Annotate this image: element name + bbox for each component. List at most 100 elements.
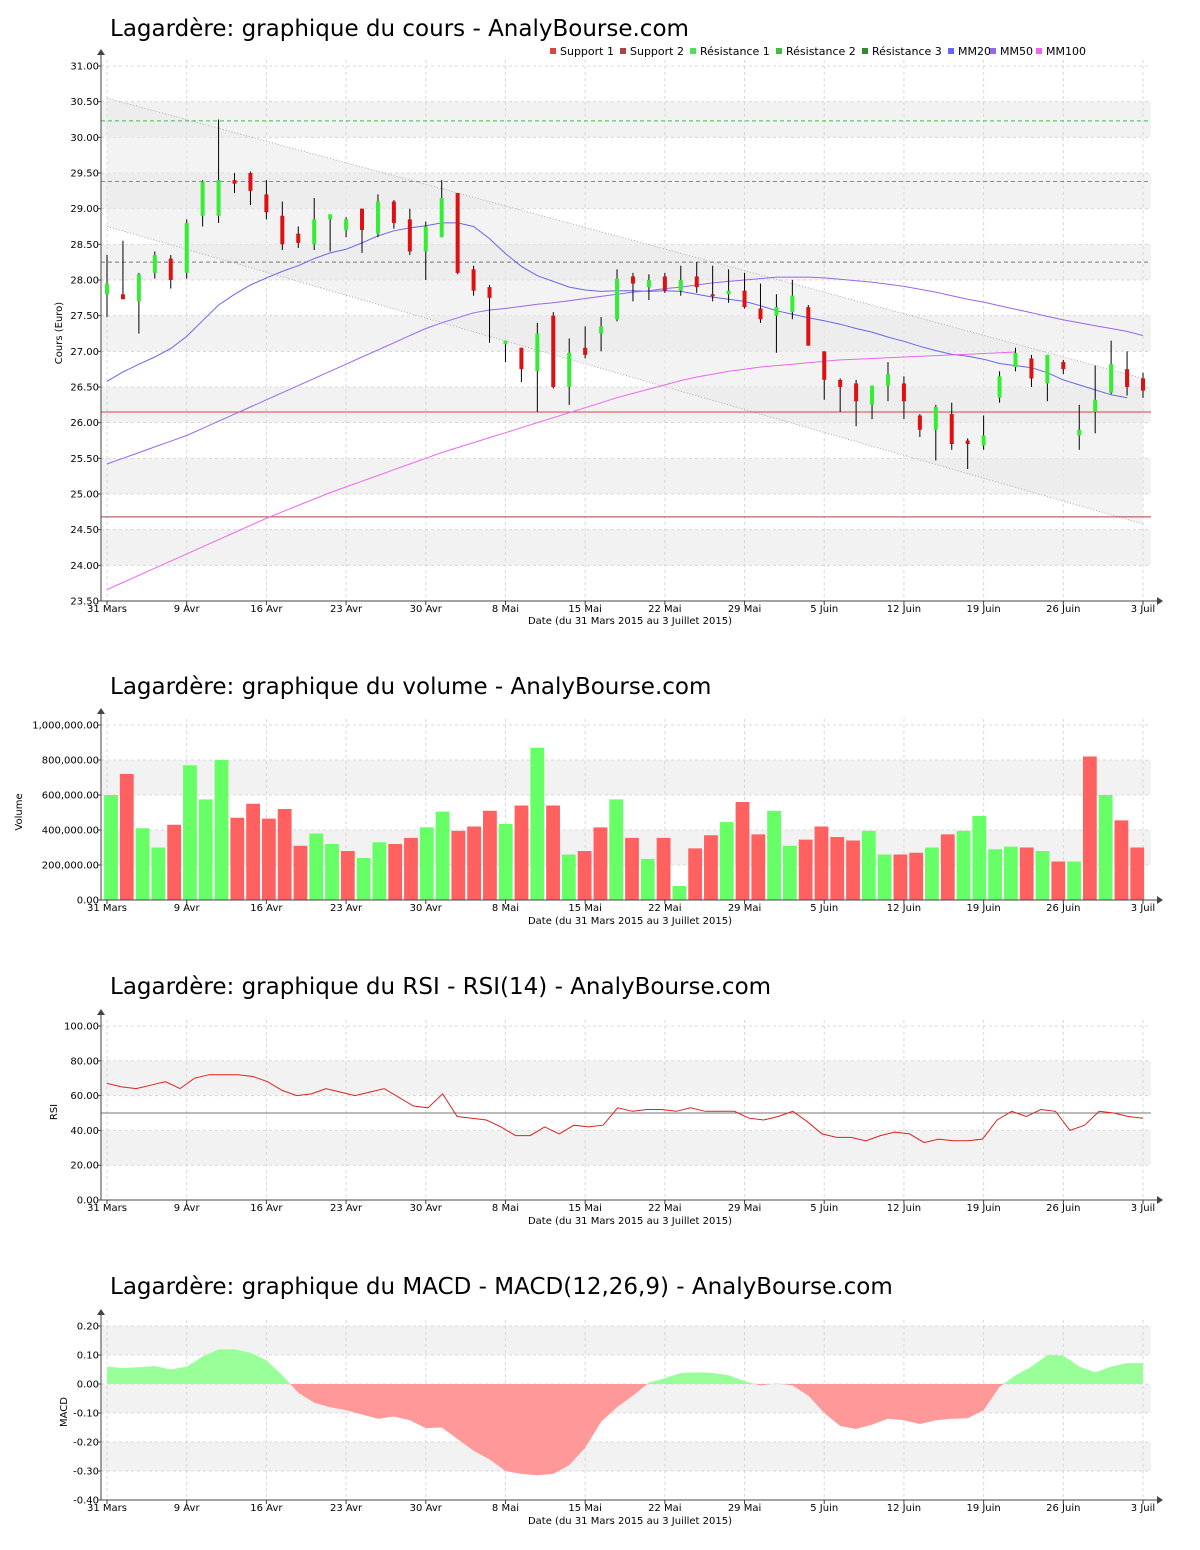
volume-bar (514, 805, 529, 900)
candle-body (232, 180, 237, 184)
volume-ytick-label: 1,000,000.00 (32, 721, 99, 732)
rsi-ytick-label: 20.00 (70, 1161, 99, 1172)
volume-bar (609, 799, 624, 900)
volume-bar (719, 822, 734, 900)
macd-positive-area (107, 1349, 291, 1384)
candle-body (360, 208, 365, 231)
volume-bar (846, 840, 860, 900)
price-xtick-label: 23 Avr (330, 604, 363, 615)
candle-body (1109, 364, 1114, 393)
price-xtick-label: 16 Avr (250, 604, 283, 615)
volume-bar (483, 810, 497, 900)
legend-swatch (620, 48, 626, 54)
volume-bar (814, 826, 829, 900)
price-xtick-label: 19 Juin (966, 604, 1000, 615)
price-legend: Support 1 Support 2 Résistance 1 Résistance… (550, 45, 1086, 58)
candle-body (503, 340, 508, 345)
volume-bar (183, 765, 197, 900)
volume-bar (751, 834, 766, 900)
volume-bar (372, 842, 387, 900)
legend-label: Support 2 (630, 45, 684, 58)
volume-bar (735, 802, 750, 900)
price-chart: Lagardère: graphique du cours - AnalyBou… (54, 16, 1163, 627)
candle-body (152, 255, 157, 273)
volume-xtick-label: 19 Juin (966, 903, 1000, 914)
volume-band (101, 760, 1151, 795)
price-yaxis-arrow (97, 49, 105, 55)
volume-bar (1114, 820, 1129, 900)
volume-ytick-label: 800,000.00 (42, 756, 99, 767)
macd-xtick-label: 9 Avr (174, 1503, 201, 1514)
price-band (101, 529, 1151, 566)
candle-body (120, 294, 125, 300)
price-ytick-label: 28.00 (70, 276, 99, 287)
candle-body (344, 219, 349, 231)
volume-bar (356, 858, 371, 900)
price-xtick-label: 15 Mai (568, 604, 601, 615)
volume-bar (972, 816, 987, 900)
volume-bar (925, 847, 939, 900)
volume-bar (640, 858, 655, 900)
volume-xtick-label: 8 Mai (492, 903, 519, 914)
price-ytick-label: 26.50 (70, 383, 99, 394)
price-xlabel: Date (du 31 Mars 2015 au 3 Juillet 2015) (528, 616, 732, 627)
volume-xlabel: Date (du 31 Mars 2015 au 3 Juillet 2015) (528, 916, 732, 927)
candle-body (790, 295, 795, 313)
legend-swatch (550, 48, 556, 54)
price-ytick-label: 24.50 (70, 525, 99, 536)
candle-body (1125, 369, 1130, 387)
volume-bar (467, 826, 482, 900)
candle-body (184, 222, 189, 273)
volume-bar (625, 837, 639, 900)
candle-body (312, 219, 317, 245)
legend-label: Résistance 1 (700, 45, 770, 58)
rsi-ytick-label: 80.00 (70, 1056, 99, 1067)
rsi-xtick-label: 12 Juin (887, 1203, 921, 1214)
rsi-xtick-label: 16 Avr (250, 1203, 283, 1214)
macd-negative-area (781, 1384, 1004, 1429)
volume-bar (230, 817, 245, 900)
candle-body (854, 383, 859, 402)
candle-body (1093, 399, 1098, 412)
volume-bar (561, 854, 576, 900)
volume-bar (198, 799, 213, 900)
macd-ytick-label: 0.20 (77, 1322, 99, 1333)
price-ytick-label: 27.50 (70, 311, 99, 322)
rsi-yaxis-arrow (97, 1009, 105, 1015)
volume-bar (767, 810, 781, 900)
volume-bar (277, 809, 292, 900)
volume-bar (909, 852, 924, 900)
volume-bar (404, 837, 418, 900)
volume-bar (1035, 851, 1050, 900)
macd-xtick-label: 31 Mars (87, 1503, 127, 1514)
volume-yaxis-arrow (97, 708, 105, 714)
candle-body (296, 233, 301, 243)
candle-body (264, 194, 269, 213)
mm100-line (106, 351, 1016, 591)
price-ytick-label: 25.00 (70, 490, 99, 501)
volume-chart: Lagardère: graphique du volume - AnalyBo… (14, 674, 1163, 927)
volume-bar (830, 837, 845, 900)
price-ylabel: Cours (Euro) (54, 302, 65, 365)
candle-body (535, 333, 540, 372)
rsi-xtick-label: 31 Mars (87, 1203, 127, 1214)
volume-bar (167, 824, 182, 900)
channel-upper-line (106, 97, 1144, 379)
candle-body (328, 214, 333, 220)
candle-body (630, 276, 635, 284)
volume-bar (988, 849, 1003, 900)
price-ytick-label: 23.50 (70, 597, 99, 608)
candle-body (662, 276, 667, 291)
volume-bar (451, 830, 466, 900)
legend-swatch (862, 48, 868, 54)
candle-body (407, 219, 412, 252)
price-xtick-label: 22 Mai (648, 604, 681, 615)
rsi-band (101, 1130, 1151, 1166)
volume-bar (498, 823, 513, 900)
macd-xtick-label: 8 Mai (492, 1503, 519, 1514)
volume-bar (1004, 846, 1018, 900)
legend-swatch (990, 48, 996, 54)
candle-body (981, 435, 986, 446)
volume-ytick-label: 200,000.00 (42, 861, 99, 872)
candle-body (519, 347, 524, 370)
